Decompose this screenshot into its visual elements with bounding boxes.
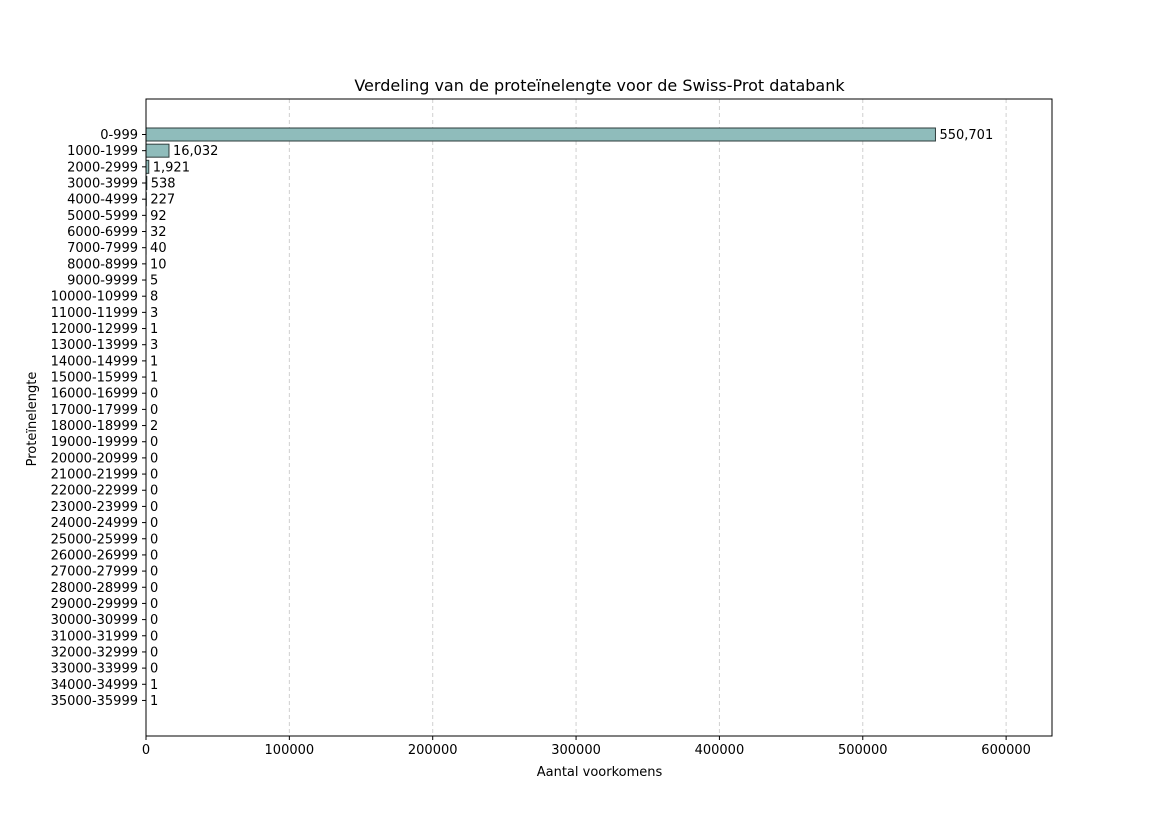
data-label: 8 (150, 290, 158, 305)
data-label: 32 (150, 225, 167, 240)
data-label: 0 (150, 613, 158, 628)
data-label: 0 (150, 645, 158, 660)
value-labels: 550,70116,0321,9215382279232401058313110… (150, 128, 993, 709)
x-tick-label: 600000 (981, 743, 1031, 758)
data-label: 0 (150, 435, 158, 450)
x-axis-title: Aantal voorkomens (537, 765, 663, 780)
y-tick-label: 7000-7999 (67, 241, 138, 256)
data-label: 0 (150, 387, 158, 402)
y-tick-label: 25000-25999 (51, 532, 138, 547)
data-label: 550,701 (939, 128, 993, 143)
data-label: 0 (150, 484, 158, 499)
grid-lines (288, 99, 1007, 736)
data-label: 0 (150, 597, 158, 612)
y-tick-label: 0-999 (100, 128, 138, 143)
y-tick-label: 33000-33999 (51, 662, 138, 677)
bars (145, 127, 936, 708)
y-tick-label: 20000-20999 (51, 451, 138, 466)
data-label: 0 (150, 565, 158, 580)
data-label: 16,032 (173, 144, 219, 159)
y-tick-label: 19000-19999 (51, 435, 138, 450)
y-tick-label: 23000-23999 (51, 500, 138, 515)
x-tick-label: 500000 (838, 743, 888, 758)
y-tick-label: 1000-1999 (67, 144, 138, 159)
data-label: 5 (150, 274, 158, 289)
data-label: 3 (150, 338, 158, 353)
y-tick-label: 14000-14999 (51, 354, 138, 369)
y-tick-label: 27000-27999 (51, 565, 138, 580)
data-label: 0 (150, 581, 158, 596)
data-label: 0 (150, 403, 158, 418)
data-label: 3 (150, 306, 158, 321)
data-label: 0 (150, 500, 158, 515)
y-tick-label: 2000-2999 (67, 160, 138, 175)
data-label: 1 (150, 371, 158, 386)
data-label: 0 (150, 516, 158, 531)
x-tick-label: 400000 (695, 743, 745, 758)
y-tick-label: 34000-34999 (51, 678, 138, 693)
bar (145, 143, 170, 158)
data-label: 227 (150, 193, 175, 208)
data-label: 0 (150, 532, 158, 547)
y-tick-label: 18000-18999 (51, 419, 138, 434)
data-label: 0 (150, 548, 158, 563)
data-label: 0 (150, 629, 158, 644)
y-axis-title: Proteïnelengte (25, 372, 40, 467)
y-tick-label: 4000-4999 (67, 193, 138, 208)
data-label: 2 (150, 419, 158, 434)
x-tick-label: 200000 (408, 743, 458, 758)
data-label: 92 (150, 209, 167, 224)
plot-frame (145, 98, 1053, 737)
x-tick-label: 300000 (551, 743, 601, 758)
y-tick-label: 10000-10999 (51, 290, 138, 305)
y-tick-label: 5000-5999 (67, 209, 138, 224)
data-label: 1 (150, 354, 158, 369)
data-label: 0 (150, 468, 158, 483)
y-tick-label: 8000-8999 (67, 257, 138, 272)
y-tick-label: 35000-35999 (51, 694, 138, 709)
y-tick-label: 6000-6999 (67, 225, 138, 240)
y-tick-label: 24000-24999 (51, 516, 138, 531)
data-label: 1,921 (153, 160, 190, 175)
data-label: 40 (150, 241, 167, 256)
x-axis: 0 100000 200000 300000 400000 500000 600000 (142, 736, 1031, 758)
y-tick-label: 29000-29999 (51, 597, 138, 612)
data-label: 0 (150, 662, 158, 677)
y-tick-label: 30000-30999 (51, 613, 138, 628)
y-tick-label: 21000-21999 (51, 468, 138, 483)
data-label: 1 (150, 678, 158, 693)
y-tick-label: 28000-28999 (51, 581, 138, 596)
y-tick-label: 9000-9999 (67, 274, 138, 289)
data-label: 10 (150, 257, 167, 272)
x-tick-label: 0 (142, 743, 150, 758)
chart-title: Verdeling van de proteïnelengte voor de … (354, 76, 845, 95)
y-tick-label: 15000-15999 (51, 371, 138, 386)
y-tick-label: 16000-16999 (51, 387, 138, 402)
data-label: 1 (150, 322, 158, 337)
y-tick-label: 3000-3999 (67, 177, 138, 192)
y-tick-label: 11000-11999 (51, 306, 138, 321)
data-label: 538 (151, 177, 176, 192)
y-tick-label: 13000-13999 (51, 338, 138, 353)
y-tick-label: 12000-12999 (51, 322, 138, 337)
y-tick-label: 32000-32999 (51, 645, 138, 660)
data-label: 0 (150, 451, 158, 466)
y-tick-label: 17000-17999 (51, 403, 138, 418)
y-tick-label: 31000-31999 (51, 629, 138, 644)
bar (145, 127, 936, 142)
x-tick-label: 100000 (265, 743, 315, 758)
y-tick-label: 26000-26999 (51, 548, 138, 563)
data-label: 1 (150, 694, 158, 709)
y-tick-label: 22000-22999 (51, 484, 138, 499)
